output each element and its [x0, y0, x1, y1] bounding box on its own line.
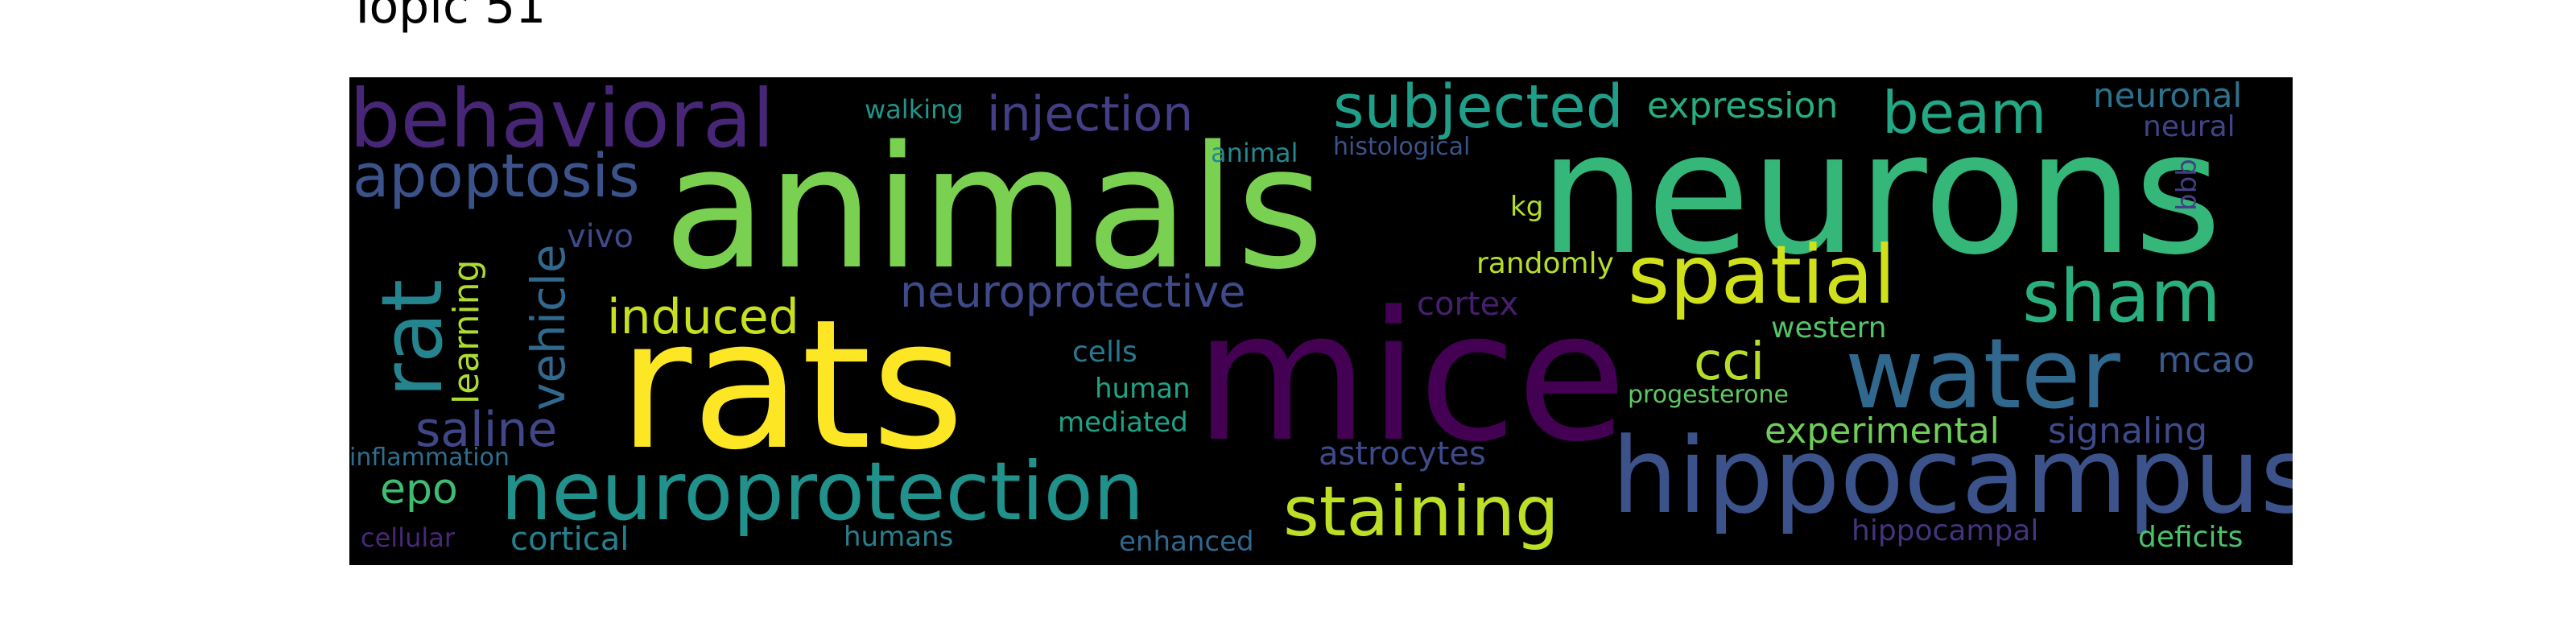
word-deficits: deficits: [2138, 521, 2244, 554]
word-injection: injection: [987, 86, 1194, 142]
word-neural: neural: [2143, 110, 2235, 143]
word-mediated: mediated: [1058, 407, 1188, 439]
word-subjected: subjected: [1333, 77, 1624, 142]
word-animals: animals: [663, 109, 1325, 307]
word-spatial: spatial: [1628, 228, 1896, 322]
word-epo: epo: [380, 465, 458, 514]
word-induced: induced: [607, 289, 799, 345]
word-neuroprotection: neuroprotection: [501, 444, 1145, 539]
word-progesterone: progesterone: [1628, 381, 1789, 409]
word-signaling: signaling: [2048, 411, 2208, 452]
word-cells: cells: [1072, 336, 1137, 369]
word-histological: histological: [1333, 133, 1471, 161]
word-hippocampus: hippocampus: [1612, 415, 2293, 537]
word-enhanced: enhanced: [1119, 526, 1254, 558]
word-cellular: cellular: [361, 522, 455, 553]
word-mcao: mcao: [2157, 340, 2255, 381]
word-experimental: experimental: [1765, 411, 2000, 452]
word-rats: rats: [618, 282, 965, 489]
word-rat: rat: [363, 279, 461, 398]
word-water: water: [1845, 319, 2120, 431]
word-western: western: [1771, 312, 1887, 345]
word-inflammation: inflammation: [349, 444, 510, 472]
word-human: human: [1095, 373, 1191, 405]
word-walking: walking: [865, 94, 964, 125]
word-sham: sham: [2022, 254, 2221, 339]
word-bbb: bbb: [2171, 159, 2203, 211]
word-hippocampal: hippocampal: [1852, 514, 2039, 547]
word-learning: learning: [446, 259, 487, 404]
word-expression: expression: [1647, 85, 1839, 126]
word-kg: kg: [1510, 191, 1544, 223]
word-cloud: animals neurons rats mice behavioral hip…: [349, 77, 2293, 565]
word-staining: staining: [1283, 472, 1559, 552]
word-randomly: randomly: [1476, 247, 1614, 280]
word-vehicle: vehicle: [521, 244, 576, 411]
word-neuroprotective: neuroprotective: [900, 266, 1246, 317]
word-saline: saline: [415, 402, 558, 458]
word-animal: animal: [1211, 138, 1298, 168]
word-apoptosis: apoptosis: [353, 142, 640, 211]
word-vivo: vivo: [567, 218, 634, 255]
word-behavioral: behavioral: [349, 77, 774, 166]
page-title: Topic 51: [348, 0, 547, 35]
word-humans: humans: [844, 521, 954, 553]
word-cortex: cortex: [1417, 286, 1519, 323]
word-astrocytes: astrocytes: [1319, 436, 1486, 473]
word-neurons: neurons: [1539, 95, 2223, 292]
word-cortical: cortical: [510, 521, 630, 558]
word-mice: mice: [1195, 274, 1627, 481]
word-beam: beam: [1882, 79, 2047, 147]
word-cci: cci: [1694, 332, 1765, 392]
word-neuronal: neuronal: [2093, 77, 2243, 115]
